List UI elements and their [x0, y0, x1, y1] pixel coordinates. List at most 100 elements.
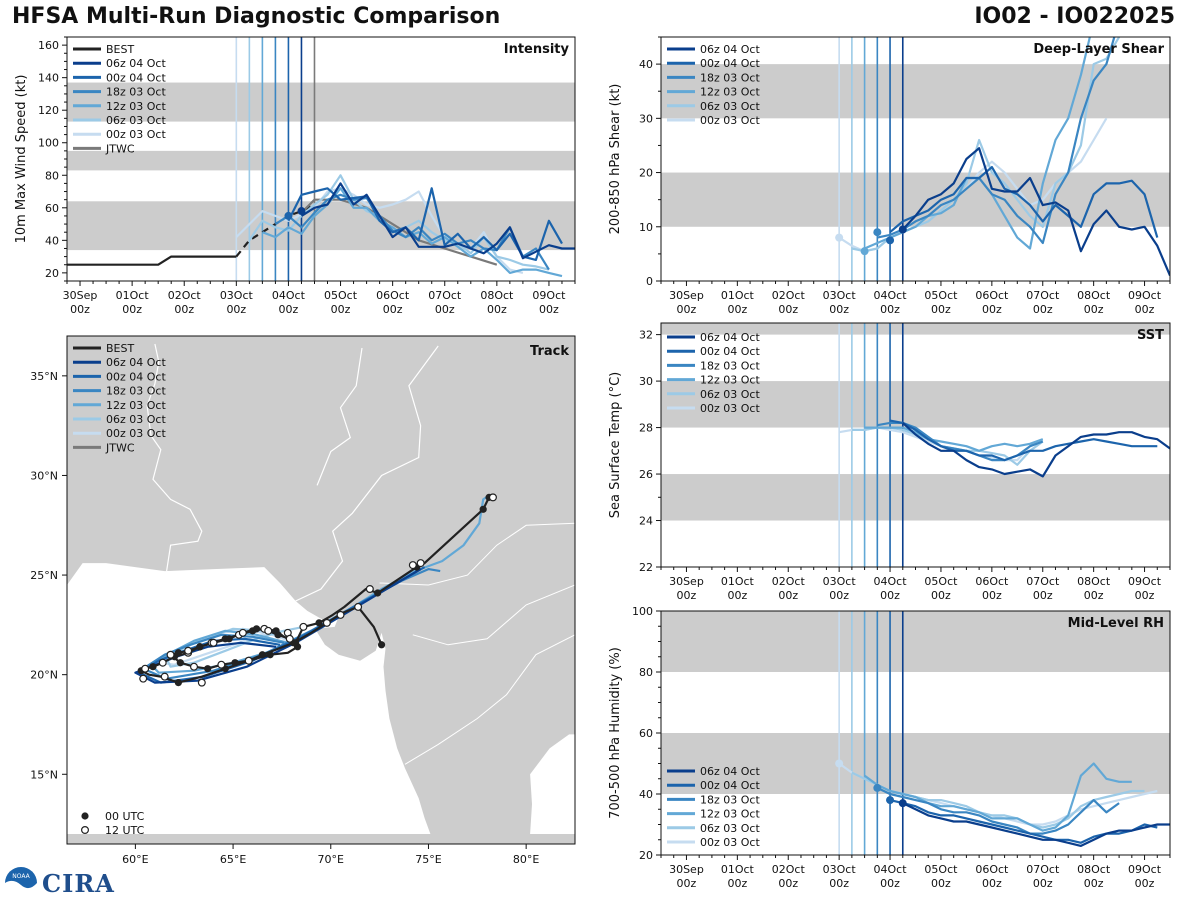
x-tick-label-hour: 00z: [982, 303, 1002, 316]
state-border: [412, 584, 575, 646]
x-tick-label: 30Sep: [669, 575, 704, 588]
x-tick-label-hour: 00z: [778, 589, 798, 602]
legend-label: 12z 03 Oct: [700, 808, 760, 821]
panel-intensity: 2040608010012014016030Sep00z01Oct00z02Oc…: [14, 36, 576, 316]
legend-label: 06z 04 Oct: [700, 43, 760, 56]
legend-label: 18z 03 Oct: [700, 359, 760, 372]
marker-12utc: [285, 634, 294, 643]
page-title: HFSA Multi-Run Diagnostic Comparison: [12, 4, 501, 29]
x-tick-label-hour: 00z: [677, 589, 697, 602]
marker-12utc: [209, 638, 218, 647]
x-tick-label: 06Oct: [376, 289, 410, 302]
panel-rh: 2040608010030Sep00z01Oct00z02Oct00z03Oct…: [608, 605, 1171, 890]
marker-12utc: [158, 658, 167, 667]
marker-12utc: [141, 664, 150, 673]
legend-label: 00z 03 Oct: [700, 402, 760, 415]
series-r06z04: [902, 422, 1170, 478]
marker-00utc: [274, 631, 282, 639]
legend-label: 06z 04 Oct: [700, 765, 760, 778]
x-tick-label-hour: 00z: [279, 303, 299, 316]
legend-label: 06z 03 Oct: [700, 388, 760, 401]
x-tick-label: 05Oct: [324, 289, 358, 302]
plot-content: [661, 323, 1170, 567]
y-tick-label: 32: [639, 329, 653, 342]
panel-title: Intensity: [504, 42, 570, 57]
marker-00utc: [315, 619, 323, 627]
y-axis-label: 700-500 hPa Humidity (%): [608, 647, 623, 819]
marker-00utc: [225, 635, 233, 643]
marker-12utc: [166, 650, 175, 659]
shaded-band: [661, 64, 1170, 119]
y-tick-label: 10: [639, 221, 653, 234]
x-tick-label-hour: 00z: [880, 589, 900, 602]
x-tick-label: 09Oct: [532, 289, 566, 302]
x-tick-label: 05Oct: [924, 289, 958, 302]
x-tick-label-hour: 00z: [727, 589, 747, 602]
legend-label: 00z 04 Oct: [106, 71, 166, 84]
plot-content: [67, 37, 575, 281]
legend-label: 00z 03 Oct: [700, 114, 760, 127]
x-tick-label: 30Sep: [669, 863, 704, 876]
marker-12utc: [244, 656, 253, 665]
legend-label: 12z 03 Oct: [106, 100, 166, 113]
marker-12utc: [190, 662, 199, 671]
x-tick-label-hour: 00z: [487, 303, 507, 316]
x-tick-label-hour: 00z: [677, 303, 697, 316]
x-tick-label: 01Oct: [116, 289, 150, 302]
marker-12utc: [184, 646, 193, 655]
arabian-sea: [67, 563, 431, 834]
y-tick-label: 40: [639, 788, 653, 801]
x-tick-label: 30Sep: [669, 289, 704, 302]
lat-tick-label: 35°N: [30, 370, 58, 383]
svg-text:NOAA: NOAA: [12, 873, 30, 880]
x-tick-label: 08Oct: [1077, 575, 1111, 588]
init-marker: [284, 211, 293, 220]
x-tick-label: 05Oct: [924, 575, 958, 588]
legend-label: JTWC: [105, 441, 135, 454]
marker-12utc: [322, 618, 331, 627]
shaded-band: [661, 611, 1170, 672]
y-tick-label: 0: [646, 275, 653, 288]
x-tick-label: 01Oct: [721, 289, 755, 302]
marker-12utc: [354, 602, 363, 611]
y-tick-label: 40: [45, 234, 59, 247]
x-tick-label: 05Oct: [924, 863, 958, 876]
x-tick-label: 30Sep: [63, 289, 98, 302]
x-tick-label-hour: 00z: [435, 303, 455, 316]
lon-tick-label: 75°E: [415, 853, 441, 866]
y-axis-label: Sea Surface Temp (°C): [608, 372, 623, 519]
series-r00z04: [889, 799, 1158, 844]
series-r18z03: [877, 37, 1116, 245]
legend-label: 18z 03 Oct: [106, 86, 166, 99]
x-tick-label-hour: 00z: [1033, 589, 1053, 602]
marker-12utc: [299, 622, 308, 631]
x-tick-label-hour: 00z: [982, 589, 1002, 602]
y-tick-label: 30: [639, 375, 653, 388]
x-tick-label-hour: 00z: [931, 877, 951, 890]
legend-label: 18z 03 Oct: [700, 793, 760, 806]
marker-12utc: [336, 610, 345, 619]
x-tick-label-hour: 00z: [122, 303, 142, 316]
legend-label: 12z 03 Oct: [106, 399, 166, 412]
marker-00utc: [377, 641, 386, 649]
x-tick-label-hour: 00z: [1135, 303, 1155, 316]
init-marker: [873, 228, 882, 237]
x-tick-label-hour: 00z: [1135, 589, 1155, 602]
x-tick-label: 01Oct: [721, 575, 755, 588]
lon-tick-label: 80°E: [513, 853, 539, 866]
x-tick-label: 02Oct: [168, 289, 202, 302]
marker-00utc: [252, 625, 261, 633]
legend-label: 00 UTC: [105, 810, 145, 823]
series-r00z04: [889, 166, 1159, 238]
marker-12utc: [197, 678, 206, 687]
legend-label: 00z 03 Oct: [700, 836, 760, 849]
x-tick-label-hour: 00z: [880, 303, 900, 316]
marker-00utc: [258, 651, 266, 659]
shaded-band: [661, 381, 1170, 428]
marker-12utc: [365, 585, 374, 594]
legend-label: 06z 03 Oct: [700, 100, 760, 113]
map-frame: [66, 335, 576, 845]
init-marker: [297, 207, 306, 216]
series-r06z04: [901, 147, 1170, 277]
legend-label: 06z 03 Oct: [106, 413, 166, 426]
